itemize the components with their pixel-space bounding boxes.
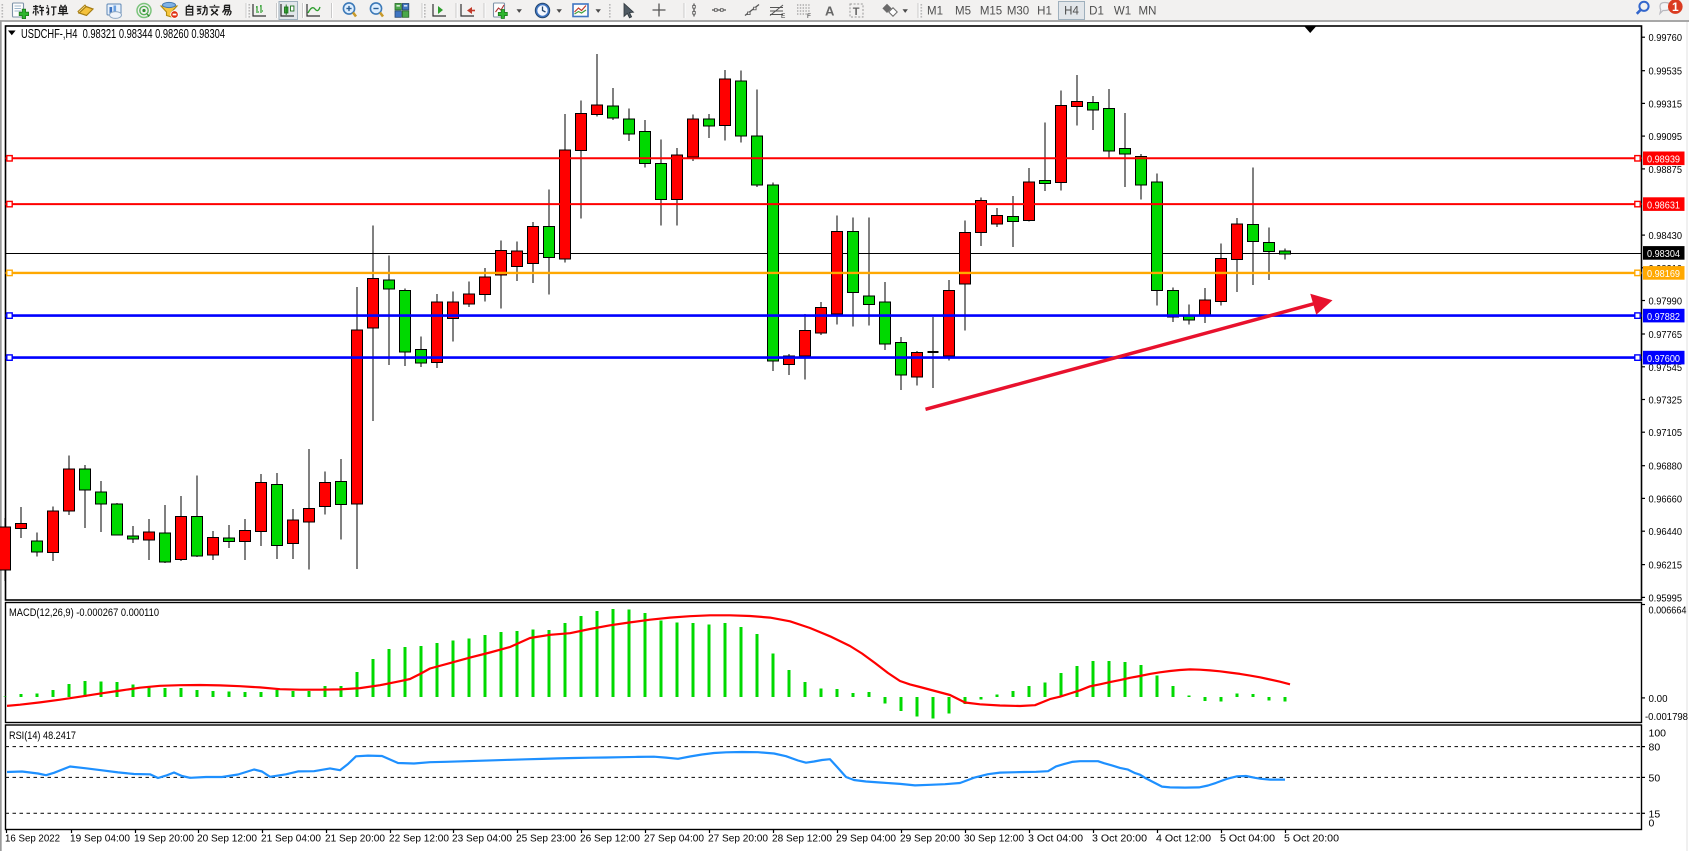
svg-text:19 Sep 04:00: 19 Sep 04:00 (70, 833, 130, 845)
svg-text:16 Sep 2022: 16 Sep 2022 (5, 833, 60, 845)
svg-text:0.98939: 0.98939 (1647, 154, 1680, 166)
svg-text:F: F (807, 13, 811, 20)
svg-text:28 Sep 12:00: 28 Sep 12:00 (772, 833, 832, 845)
svg-text:23 Sep 04:00: 23 Sep 04:00 (452, 833, 512, 845)
svg-text:0.97325: 0.97325 (1649, 395, 1683, 407)
svg-text:0: 0 (1649, 818, 1655, 830)
svg-text:A: A (825, 4, 835, 19)
svg-text:100: 100 (1649, 728, 1667, 740)
svg-text:4 Oct 12:00: 4 Oct 12:00 (1156, 833, 1211, 845)
svg-text:5 Oct 04:00: 5 Oct 04:00 (1220, 833, 1275, 845)
svg-text:0.97990: 0.97990 (1649, 296, 1683, 308)
svg-text:1: 1 (1672, 0, 1679, 14)
svg-text:22 Sep 12:00: 22 Sep 12:00 (389, 833, 449, 845)
svg-text:5 Oct 20:00: 5 Oct 20:00 (1284, 833, 1339, 845)
svg-text:MACD(12,26,9) -0.000267 0.0001: MACD(12,26,9) -0.000267 0.000110 (9, 607, 159, 619)
svg-text:29 Sep 04:00: 29 Sep 04:00 (836, 833, 896, 845)
svg-text:E: E (781, 13, 786, 20)
svg-text:27 Sep 20:00: 27 Sep 20:00 (708, 833, 768, 845)
svg-text:T: T (853, 6, 860, 18)
svg-text:19 Sep 20:00: 19 Sep 20:00 (134, 833, 194, 845)
svg-text:0.97882: 0.97882 (1647, 311, 1680, 323)
svg-text:0.96440: 0.96440 (1649, 526, 1683, 538)
svg-text:0.00: 0.00 (1649, 693, 1668, 705)
svg-text:0.99760: 0.99760 (1649, 32, 1683, 44)
svg-text:-0.001798: -0.001798 (1645, 711, 1688, 723)
svg-text:26 Sep 12:00: 26 Sep 12:00 (580, 833, 640, 845)
svg-text:M1: M1 (927, 6, 943, 18)
svg-text:W1: W1 (1114, 6, 1131, 18)
svg-text:M5: M5 (955, 6, 971, 18)
svg-text:25 Sep 23:00: 25 Sep 23:00 (516, 833, 576, 845)
svg-text:0.99095: 0.99095 (1649, 131, 1683, 143)
svg-text:0.97765: 0.97765 (1649, 329, 1683, 341)
svg-text:30 Sep 12:00: 30 Sep 12:00 (964, 833, 1024, 845)
svg-text:D1: D1 (1089, 6, 1104, 18)
svg-text:20 Sep 12:00: 20 Sep 12:00 (197, 833, 257, 845)
svg-text:3 Oct 20:00: 3 Oct 20:00 (1092, 833, 1147, 845)
svg-text:RSI(14) 48.2417: RSI(14) 48.2417 (9, 730, 76, 742)
svg-text:0.99535: 0.99535 (1649, 66, 1683, 78)
svg-text:0.95995: 0.95995 (1649, 592, 1683, 604)
svg-text:21 Sep 20:00: 21 Sep 20:00 (325, 833, 385, 845)
svg-text:21 Sep 04:00: 21 Sep 04:00 (261, 833, 321, 845)
svg-text:USDCHF-,H4 0.98321 0.98344 0.: USDCHF-,H4 0.98321 0.98344 0.98260 0.983… (21, 26, 225, 41)
svg-text:3 Oct 04:00: 3 Oct 04:00 (1028, 833, 1083, 845)
svg-text:MN: MN (1139, 6, 1157, 18)
svg-text:50: 50 (1649, 772, 1661, 784)
svg-text:M30: M30 (1007, 6, 1029, 18)
svg-text:0.96660: 0.96660 (1649, 493, 1683, 505)
svg-text:0.97105: 0.97105 (1649, 427, 1683, 439)
svg-text:0.99315: 0.99315 (1649, 98, 1683, 110)
svg-text:0.98304: 0.98304 (1647, 248, 1680, 260)
svg-text:27 Sep 04:00: 27 Sep 04:00 (644, 833, 704, 845)
svg-text:0.97545: 0.97545 (1649, 362, 1683, 374)
svg-text:0.006664: 0.006664 (1649, 605, 1687, 617)
svg-text:0.98169: 0.98169 (1647, 268, 1680, 280)
svg-text:H1: H1 (1037, 6, 1052, 18)
svg-text:80: 80 (1649, 742, 1661, 754)
svg-text:M15: M15 (980, 6, 1002, 18)
svg-text:0.98875: 0.98875 (1649, 164, 1683, 176)
svg-text:0.98430: 0.98430 (1649, 230, 1683, 242)
svg-text:H4: H4 (1064, 6, 1079, 18)
svg-text:0.97600: 0.97600 (1647, 353, 1680, 365)
svg-text:29 Sep 20:00: 29 Sep 20:00 (900, 833, 960, 845)
svg-text:0.96880: 0.96880 (1649, 461, 1683, 473)
svg-text:0.96215: 0.96215 (1649, 560, 1683, 572)
svg-text:15: 15 (1649, 808, 1661, 820)
svg-text:0.98631: 0.98631 (1647, 199, 1680, 211)
